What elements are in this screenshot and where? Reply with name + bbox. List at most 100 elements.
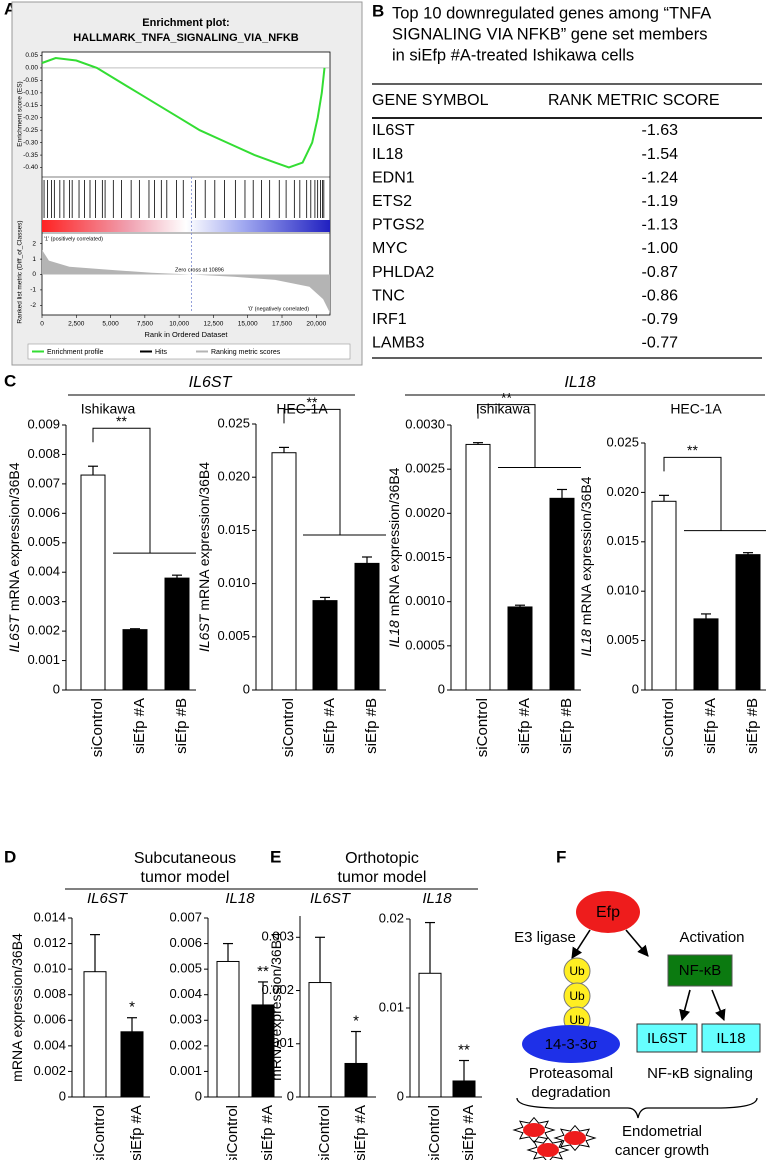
x-tick-label: 2,500: [68, 321, 85, 328]
x-axis-title: Rank in Ordered Dataset: [145, 330, 229, 339]
x-tick-label: siControl: [660, 698, 677, 757]
significance: **: [257, 963, 269, 980]
table-header: GENE SYMBOL: [372, 92, 489, 109]
y-tick-label: 0: [287, 1088, 294, 1103]
y-tick-label: 0.002: [27, 623, 60, 638]
x-tick-label: siEfp #A: [131, 698, 148, 754]
y-tick-label: 0.007: [169, 909, 202, 924]
chart-title: Enrichment plot:: [142, 17, 229, 29]
il18-node: [701, 1023, 761, 1053]
y-tick-label: -0.30: [23, 139, 38, 146]
y-tick-label: 0: [438, 681, 445, 696]
x-tick-label: 0: [40, 321, 44, 328]
y-tick-label: 0: [397, 1088, 404, 1103]
y-tick-label: -0.20: [23, 114, 38, 121]
diagram-label: E3 ligase: [514, 929, 576, 946]
legend-label: Ranking metric scores: [211, 349, 281, 356]
y-tick-label: 0.008: [27, 446, 60, 461]
y-tick-label: 0.002: [169, 1037, 202, 1052]
significance: *: [129, 999, 135, 1016]
nfkb-node: [667, 954, 733, 987]
y-tick-label: 0.0030: [405, 416, 445, 431]
y-tick-label: 0.020: [217, 469, 250, 484]
y-tick-label: 0.0005: [405, 637, 445, 652]
y-axis-title: mRNA expression/36B4: [9, 933, 25, 1082]
y-tick-label: 0.025: [606, 434, 639, 449]
rank-score: -1.00: [642, 240, 679, 257]
y-tick-label: 0: [195, 1088, 202, 1103]
y-axis-title-text: mRNA expression/36B4: [196, 462, 212, 611]
gene-symbol: MYC: [372, 240, 408, 257]
gene-symbol: ETS2: [372, 193, 412, 210]
bar: [308, 982, 332, 1098]
x-tick-label: 17,500: [272, 321, 292, 328]
sigma-node: [522, 1025, 620, 1063]
y-tick-label: -0.25: [23, 127, 38, 134]
legend-box: [27, 343, 351, 360]
y-tick-label: 0.0025: [405, 461, 445, 476]
annotation: '1' (positively correlated): [44, 236, 103, 242]
y-axis-gene: IL6ST: [196, 613, 212, 652]
gene-group-title: IL18: [564, 374, 595, 391]
x-tick-label: siEfp #B: [744, 698, 761, 754]
metric-tick-label: -1: [30, 287, 36, 294]
rank-score: -0.77: [642, 335, 679, 352]
y-tick-label: 0.006: [33, 1012, 66, 1027]
diagram-label: Efp: [596, 904, 620, 921]
y-tick-label: 0.0015: [405, 549, 445, 564]
y-tick-label: -0.05: [23, 77, 38, 84]
x-tick-label: siControl: [474, 698, 491, 757]
y-tick-label: 0: [59, 1088, 66, 1103]
x-tick-label: siEfp #A: [321, 698, 338, 754]
x-tick-label: siEfp #A: [702, 698, 719, 754]
y-tick-label: 0.004: [27, 564, 60, 579]
arrow: [711, 989, 726, 1022]
chart-title: HEC-1A: [670, 401, 722, 417]
gene-symbol: LAMB3: [372, 335, 425, 352]
x-tick-label: siEfp #B: [363, 698, 380, 754]
bar: [344, 1062, 368, 1098]
cancer-cell: [564, 1131, 586, 1145]
cancer-cell: [523, 1123, 545, 1137]
y-tick-label: 0: [243, 681, 250, 696]
x-tick-label: 10,000: [169, 321, 189, 328]
panel-label: C: [4, 371, 16, 390]
panel-label: E: [270, 847, 281, 866]
x-tick-label: siControl: [316, 1105, 333, 1160]
rank-score: -0.79: [642, 311, 679, 328]
significance: **: [307, 394, 318, 410]
chart-title: HALLMARK_TNFA_SIGNALING_VIA_NFKB: [73, 32, 299, 44]
panel-header: Orthotopic: [345, 850, 419, 867]
bar: [418, 972, 442, 1098]
diagram-label: IL6ST: [647, 1030, 687, 1047]
chart-title: IL18: [225, 890, 255, 907]
arrow: [679, 989, 691, 1022]
diagram-label: 14-3-3σ: [545, 1036, 598, 1053]
gene-symbol: TNC: [372, 287, 405, 304]
y-tick-label: 0: [632, 681, 639, 696]
y-tick-label: 0.005: [217, 628, 250, 643]
rank-score: -0.87: [642, 264, 679, 281]
y-tick-label: 0: [53, 681, 60, 696]
y-tick-label: 0.020: [606, 484, 639, 499]
bar: [120, 1031, 144, 1098]
bar: [465, 443, 491, 691]
panel-header: Subcutaneous: [134, 850, 236, 867]
enrichment-line: [41, 56, 326, 169]
y-axis-gene: IL18: [386, 620, 402, 647]
metric-tick-label: 1: [32, 256, 36, 263]
chart-title: IL6ST: [87, 890, 129, 907]
y-tick-label: 0.002: [261, 982, 294, 997]
gene-symbol: EDN1: [372, 169, 415, 186]
y-axis-title-text: mRNA expression/36B4: [9, 933, 25, 1082]
x-tick-label: siEfp #A: [516, 698, 533, 754]
x-tick-label: siControl: [224, 1105, 241, 1160]
significance-bracket: [283, 408, 386, 536]
gene-symbol: PTGS2: [372, 217, 425, 234]
diagram-label: Proteasomal: [529, 1065, 613, 1082]
panel-label: D: [4, 847, 16, 866]
y-tick-label: 0.015: [606, 533, 639, 548]
bar: [80, 474, 106, 691]
significance: **: [116, 413, 127, 429]
y-tick-label: 0.005: [606, 632, 639, 647]
